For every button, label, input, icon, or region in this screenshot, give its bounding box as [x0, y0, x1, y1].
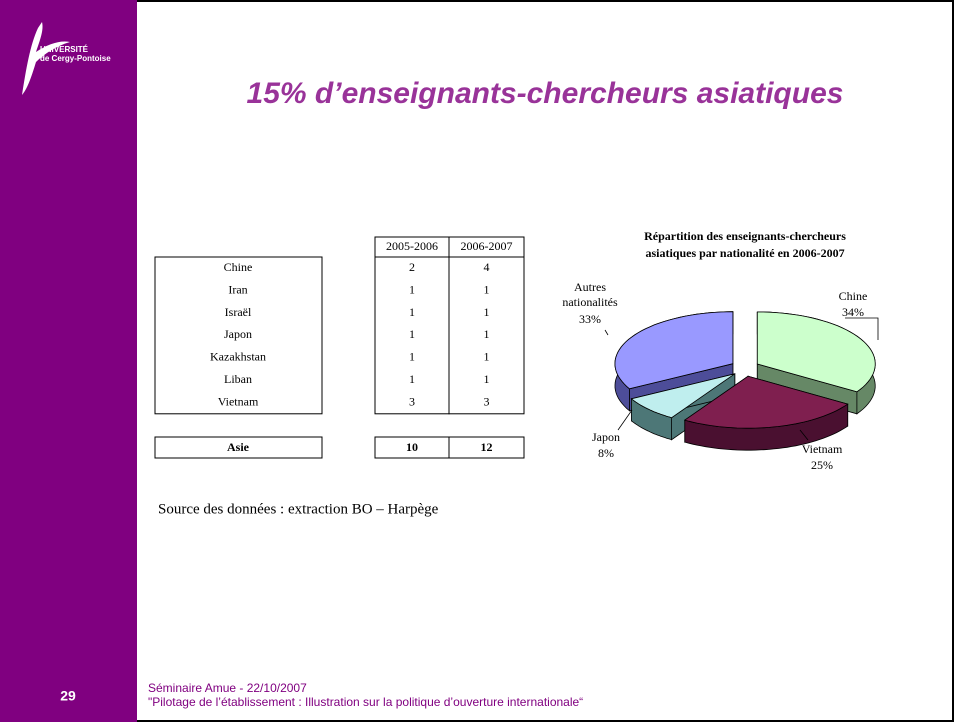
row-label: Kazakhstan [210, 350, 266, 364]
footer-text: "Pilotage de l’établissement : Illustrat… [148, 695, 583, 709]
table-border [448, 436, 525, 459]
page-number: 29 [60, 688, 76, 704]
total-cell: 10 [406, 440, 418, 454]
cell: 1 [484, 350, 490, 364]
column-header: 2005-2006 [386, 239, 438, 253]
table-border [154, 436, 323, 459]
pie-slice [630, 373, 736, 419]
total-cell: 12 [481, 440, 493, 454]
row-label: Vietnam [218, 394, 259, 408]
total-cell: Asie [227, 440, 250, 454]
leader-line [604, 329, 609, 336]
slice-value-label: 8% [598, 446, 614, 460]
cell: 3 [409, 394, 415, 408]
row-label: Japon [224, 327, 252, 341]
slice-value-label: 25% [811, 458, 833, 472]
cell: 1 [409, 350, 415, 364]
slide-title: 15% d’enseignants-chercheurs asiatiques [247, 77, 844, 110]
logo-text: de Cergy-Pontoise [40, 54, 111, 63]
slice-value-label: 33% [579, 312, 601, 326]
slice-label: Vietnam [802, 442, 843, 456]
slice-label: Japon [592, 430, 620, 444]
pie-slice [614, 311, 734, 390]
leader-line [617, 409, 633, 431]
slice-label: Chine [839, 289, 868, 303]
sidebar [0, 0, 137, 722]
leader-line [845, 317, 879, 340]
source-note: Source des données : extraction BO – Har… [158, 501, 439, 517]
cell: 1 [484, 372, 490, 386]
cell: 1 [409, 327, 415, 341]
row-label: Israël [225, 305, 252, 319]
cell: 1 [484, 305, 490, 319]
cell: 4 [484, 260, 490, 274]
leader-line [799, 429, 809, 441]
cell: 3 [484, 394, 490, 408]
footer-text: Séminaire Amue - 22/10/2007 [148, 681, 307, 695]
cell: 1 [409, 305, 415, 319]
cell: 1 [484, 327, 490, 341]
column-header: 2006-2007 [461, 239, 513, 253]
table-border [154, 256, 323, 415]
row-label: Iran [228, 282, 247, 296]
cell: 2 [409, 260, 415, 274]
slice-label: Autres nationalités [562, 280, 618, 309]
cell: 1 [409, 372, 415, 386]
pie-slice [683, 375, 849, 429]
slice-value-label: 34% [842, 305, 864, 319]
logo-mark [22, 22, 70, 95]
logo-text: UNIVERSITÉ [40, 45, 89, 54]
cell: 1 [484, 282, 490, 296]
table-border [448, 256, 525, 415]
row-label: Chine [224, 260, 253, 274]
row-label: Liban [224, 372, 252, 386]
cell: 1 [409, 282, 415, 296]
chart-title: Répartition des enseignants-chercheurs as… [644, 229, 846, 260]
pie-slice [756, 311, 876, 393]
